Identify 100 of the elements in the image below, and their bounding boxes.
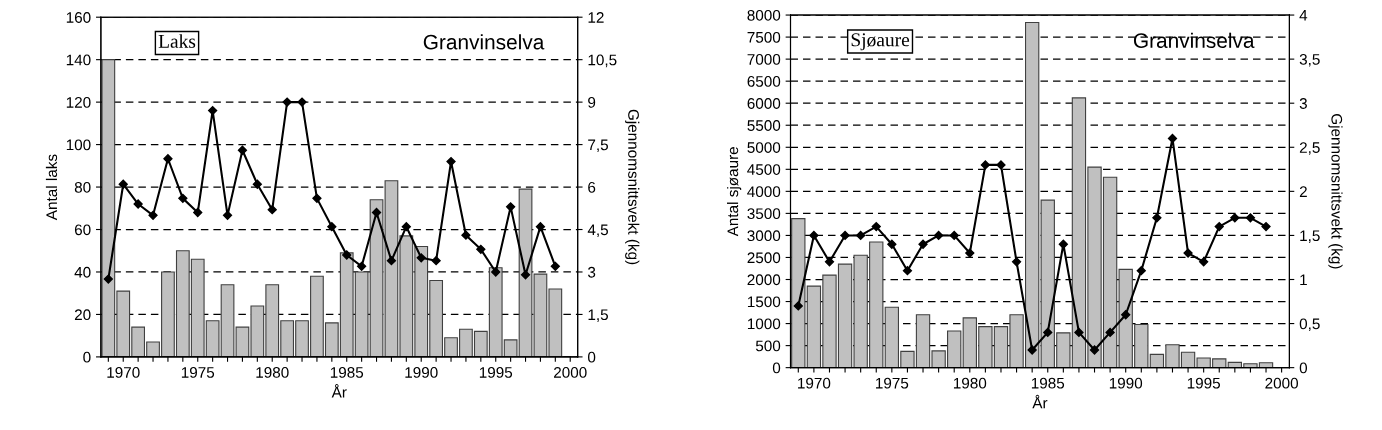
y-tick-label: 100 <box>66 139 91 151</box>
y-tick-label: 60 <box>74 224 91 236</box>
y-tick-label: 4500 <box>747 164 781 175</box>
y-tick-label: 1500 <box>747 296 781 308</box>
point <box>965 248 975 258</box>
point <box>461 230 471 240</box>
point <box>840 230 850 241</box>
point <box>148 210 158 220</box>
x-tick-label: 1985 <box>330 367 364 378</box>
y-tick-label: 3500 <box>747 208 781 220</box>
annotation: Granvinselva <box>1133 32 1255 48</box>
point <box>118 179 128 189</box>
point <box>1199 257 1209 267</box>
point <box>887 239 897 249</box>
y-tick-label: 80 <box>74 181 91 193</box>
y2-tick-label: 4 <box>1299 10 1308 21</box>
point <box>918 239 928 249</box>
point <box>1105 327 1115 338</box>
point <box>193 207 203 218</box>
y2-tick-label: 1,5 <box>588 309 608 322</box>
annotation: Laks <box>158 34 196 48</box>
point <box>793 301 803 311</box>
y-tick-label: 5500 <box>747 120 781 131</box>
point <box>809 230 819 241</box>
point <box>1261 221 1271 232</box>
point <box>282 97 292 107</box>
x-tick-label: 1975 <box>876 377 909 389</box>
point <box>103 274 113 284</box>
point <box>342 250 352 260</box>
point <box>163 154 173 164</box>
y-tick-label: 1000 <box>747 318 781 330</box>
annotation: Granvinselva <box>423 34 545 50</box>
x-tick-label: 1970 <box>798 377 831 389</box>
point <box>996 160 1006 170</box>
point <box>1074 327 1084 338</box>
y2-tick-label: 0 <box>588 351 596 363</box>
y2-tick-label: 2 <box>1299 186 1307 197</box>
annotation: Sjøaure <box>851 33 910 51</box>
point <box>416 253 426 263</box>
point <box>1183 248 1193 258</box>
point <box>133 199 143 209</box>
y-tick-label: 160 <box>66 12 91 23</box>
point <box>431 256 441 266</box>
y-tick-label: 140 <box>66 54 91 66</box>
point <box>491 267 501 277</box>
y-tick-label: 0 <box>83 351 91 363</box>
y2-tick-label: 6 <box>588 181 596 193</box>
point <box>1121 310 1131 320</box>
y2-tick-label: 1,5 <box>1300 230 1320 243</box>
x-tick-label: 1995 <box>479 367 513 378</box>
point <box>856 230 866 241</box>
point <box>446 156 456 167</box>
x-tick-label: 1995 <box>1187 377 1221 389</box>
x-axis-title: År <box>331 384 347 398</box>
y2-tick-label: 3 <box>1299 98 1307 109</box>
y2-tick-label: 3 <box>587 266 596 278</box>
point <box>252 179 262 189</box>
y2-axis-title: Gjennomsnittsvekt (kg) <box>625 109 640 265</box>
point <box>297 97 307 107</box>
point <box>1214 221 1224 232</box>
point <box>357 261 367 271</box>
point <box>386 256 397 266</box>
point <box>1136 266 1146 276</box>
x-tick-label: 1990 <box>1109 377 1143 389</box>
y-tick-label: 3000 <box>747 230 781 242</box>
y2-tick-label: 7,5 <box>588 139 608 153</box>
point <box>1043 327 1053 338</box>
point <box>1027 345 1037 355</box>
point <box>902 266 913 276</box>
x-tick-label: 1990 <box>405 367 438 378</box>
point <box>1011 257 1022 267</box>
point <box>535 222 546 232</box>
y-tick-label: 6500 <box>747 76 781 87</box>
point <box>949 230 959 241</box>
y-axis-title: Antal sjøaure <box>727 147 742 237</box>
y-tick-label: 20 <box>74 309 91 321</box>
point <box>980 160 991 170</box>
y2-tick-label: 12 <box>588 12 604 23</box>
y2-tick-label: 9 <box>588 96 596 108</box>
x-axis-title: År <box>1032 394 1048 409</box>
y-tick-label: 7500 <box>747 31 781 43</box>
x-tick-label: 1975 <box>181 367 215 378</box>
point <box>506 202 516 212</box>
y2-tick-label: 10,5 <box>588 54 617 68</box>
x-tick-label: 1980 <box>953 377 987 389</box>
y-tick-label: 120 <box>66 96 91 108</box>
y-tick-label: 8000 <box>747 9 781 21</box>
point <box>401 222 411 232</box>
x-tick-label: 1970 <box>107 367 140 378</box>
y-tick-label: 2500 <box>747 252 781 264</box>
point <box>520 270 531 280</box>
y-tick-label: 500 <box>755 340 781 352</box>
y2-tick-label: 0,5 <box>1299 318 1320 332</box>
y-tick-label: 40 <box>74 266 91 278</box>
y2-axis-title: Gjennomsnittsvekt (kg) <box>1328 114 1343 269</box>
point <box>267 205 277 215</box>
y2-tick-label: 0 <box>1299 362 1308 374</box>
point <box>1089 345 1100 355</box>
y-tick-label: 7000 <box>747 53 781 65</box>
y-tick-label: 0 <box>772 362 781 374</box>
